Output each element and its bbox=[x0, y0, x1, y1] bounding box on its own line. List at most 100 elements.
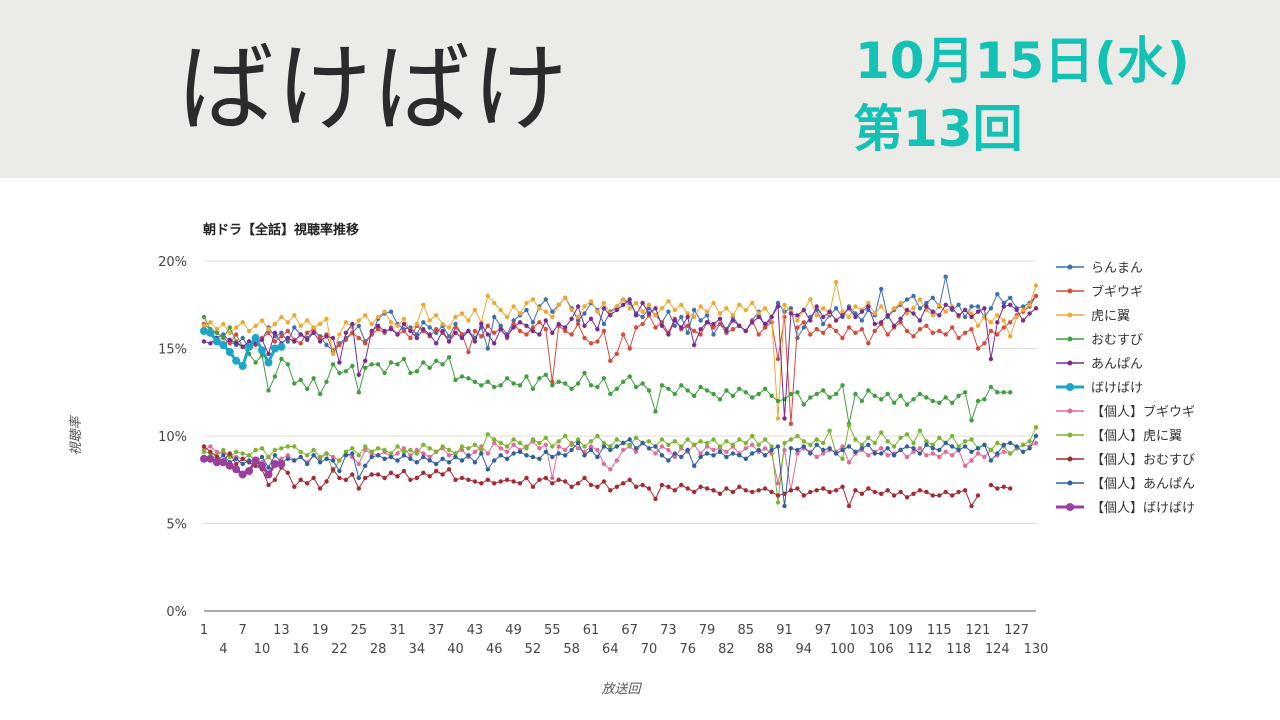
x-tick-label: 61 bbox=[583, 623, 600, 638]
x-tick-label: 127 bbox=[1004, 623, 1029, 638]
data-point bbox=[575, 321, 581, 327]
data-point bbox=[298, 449, 303, 454]
data-point bbox=[969, 311, 974, 316]
legend-item[interactable]: おむすび bbox=[1056, 333, 1143, 348]
data-point bbox=[369, 454, 374, 460]
y-tick-label: 15% bbox=[158, 343, 187, 358]
data-point bbox=[846, 460, 852, 465]
data-point bbox=[311, 453, 316, 458]
data-point bbox=[234, 456, 239, 461]
data-point bbox=[537, 456, 542, 461]
data-point bbox=[821, 447, 826, 453]
y-tick-label: 0% bbox=[166, 605, 187, 620]
header-banner: ばけばけ 10月15日(水) 第13回 bbox=[0, 0, 1280, 178]
legend-item[interactable]: 【個人】ブギウギ bbox=[1056, 404, 1195, 420]
data-point bbox=[717, 397, 723, 402]
legend-item[interactable]: ブギウギ bbox=[1056, 284, 1143, 300]
legend[interactable]: らんまんブギウギ虎に翼おむすびあんぱんばけばけ【個人】ブギウギ【個人】虎に翼【個… bbox=[1056, 261, 1195, 516]
data-point bbox=[653, 306, 658, 311]
data-point bbox=[962, 330, 968, 335]
data-point bbox=[498, 440, 503, 446]
data-point bbox=[337, 458, 342, 463]
data-point bbox=[846, 423, 852, 428]
legend-item[interactable]: 【個人】ばけばけ bbox=[1056, 501, 1195, 516]
data-point bbox=[601, 461, 607, 467]
legend-swatch-marker bbox=[1067, 336, 1073, 342]
data-point bbox=[485, 451, 490, 456]
data-point bbox=[769, 489, 774, 495]
x-tick-label: 28 bbox=[370, 642, 387, 657]
data-point bbox=[498, 446, 503, 451]
data-point bbox=[730, 442, 736, 447]
data-point bbox=[240, 320, 245, 325]
data-point bbox=[704, 444, 710, 449]
data-point bbox=[259, 318, 265, 323]
data-point bbox=[324, 456, 329, 461]
data-point bbox=[227, 325, 232, 330]
data-point bbox=[924, 323, 929, 328]
data-point bbox=[511, 321, 516, 327]
data-point bbox=[543, 309, 548, 314]
data-point bbox=[775, 398, 781, 404]
ratings-line-chart: 朝ドラ【全話】視聴率推移 0%5%10%15%20% 1 7 13 19 25 31 37 4… bbox=[68, 222, 1195, 697]
data-point bbox=[891, 453, 897, 458]
data-point bbox=[317, 391, 323, 397]
data-point bbox=[827, 446, 832, 451]
data-point bbox=[408, 335, 413, 341]
data-point bbox=[969, 327, 974, 332]
legend-item[interactable]: 虎に翼 bbox=[1056, 309, 1130, 324]
data-point bbox=[924, 442, 929, 447]
x-tick-label: 124 bbox=[985, 642, 1010, 657]
legend-swatch-marker bbox=[1067, 408, 1073, 414]
legend-item[interactable]: 【個人】虎に翼 bbox=[1056, 429, 1182, 444]
data-point bbox=[221, 335, 226, 341]
data-point bbox=[363, 444, 368, 449]
data-point bbox=[530, 484, 536, 489]
data-point bbox=[640, 300, 645, 306]
data-point bbox=[659, 306, 665, 311]
data-point bbox=[238, 362, 247, 370]
legend-item[interactable]: ばけばけ bbox=[1056, 381, 1143, 396]
data-point bbox=[238, 470, 247, 479]
legend-item[interactable]: 【個人】あんぱん bbox=[1056, 477, 1195, 492]
data-point bbox=[679, 314, 684, 320]
data-point bbox=[1027, 311, 1032, 316]
data-point bbox=[1008, 440, 1013, 446]
data-point bbox=[917, 297, 923, 302]
x-tick-label: 103 bbox=[849, 623, 874, 638]
data-point bbox=[453, 325, 458, 330]
data-point bbox=[698, 451, 703, 456]
data-point bbox=[950, 433, 955, 439]
data-point bbox=[943, 309, 948, 314]
data-point bbox=[982, 397, 987, 402]
data-point bbox=[459, 444, 465, 449]
series-【個人】あんぱん bbox=[201, 433, 1039, 509]
data-point bbox=[504, 376, 510, 381]
data-point bbox=[466, 318, 471, 323]
data-point bbox=[408, 477, 413, 482]
data-point bbox=[395, 362, 400, 367]
data-point bbox=[898, 300, 903, 306]
data-point bbox=[917, 306, 923, 311]
data-point bbox=[350, 321, 355, 327]
data-point bbox=[212, 337, 221, 346]
legend-item[interactable]: らんまん bbox=[1056, 261, 1143, 276]
data-point bbox=[730, 327, 736, 332]
data-point bbox=[704, 313, 710, 318]
data-point bbox=[666, 332, 671, 337]
x-tick-label: 91 bbox=[776, 623, 793, 638]
data-point bbox=[833, 306, 839, 311]
data-point bbox=[621, 297, 626, 302]
data-point bbox=[1008, 486, 1013, 491]
data-point bbox=[904, 297, 910, 302]
data-point bbox=[717, 311, 723, 316]
data-point bbox=[795, 318, 800, 323]
legend-item[interactable]: 【個人】おむすび bbox=[1056, 453, 1195, 468]
legend-label: あんぱん bbox=[1091, 357, 1143, 372]
data-point bbox=[666, 309, 671, 314]
data-point bbox=[1027, 446, 1032, 451]
data-point bbox=[524, 300, 529, 306]
data-point bbox=[988, 328, 994, 334]
data-point bbox=[704, 320, 710, 325]
legend-item[interactable]: あんぱん bbox=[1056, 357, 1143, 372]
